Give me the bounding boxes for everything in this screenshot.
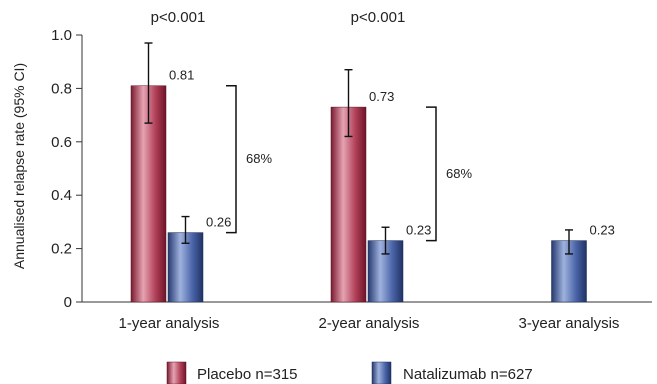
bar-natalizumab <box>167 232 204 303</box>
bar-placebo <box>330 106 367 303</box>
legend-label-natalizumab: Natalizumab n=627 <box>403 366 533 383</box>
y-axis-label: Annualised relapse rate (95% CI) <box>11 63 27 269</box>
y-tick-label: 0.4 <box>51 187 72 204</box>
data-label-natalizumab: 0.23 <box>590 223 615 238</box>
y-tick-label: 0 <box>64 294 72 311</box>
reduction-label: 68% <box>246 151 272 166</box>
legend-label-placebo: Placebo n=315 <box>197 366 298 383</box>
data-label-natalizumab: 0.26 <box>206 215 231 230</box>
reduction-bracket <box>426 106 437 242</box>
data-label-natalizumab: 0.23 <box>406 223 431 238</box>
data-label-placebo: 0.81 <box>169 68 194 83</box>
p-value-label: p<0.001 <box>151 9 206 26</box>
y-ticks: 0 0.2 0.4 0.6 0.8 1.0 <box>51 27 82 311</box>
x-category-label: 1-year analysis <box>119 315 220 332</box>
legend: Placebo n=315 Natalizumab n=627 <box>166 361 533 384</box>
y-tick-label: 0.2 <box>51 241 72 258</box>
p-value-label: p<0.001 <box>351 9 406 26</box>
bars-layer: 0.81 0.26 0.73 0.23 0.23 <box>130 42 615 303</box>
y-tick-label: 0.6 <box>51 134 72 151</box>
legend-swatch-natalizumab <box>371 361 392 384</box>
x-category-labels: 1-year analysis 2-year analysis 3-year ana… <box>119 315 620 332</box>
x-category-label: 3-year analysis <box>519 315 620 332</box>
legend-swatch-placebo <box>166 361 187 384</box>
x-category-label: 2-year analysis <box>319 315 420 332</box>
y-tick-label: 0.8 <box>51 80 72 97</box>
y-tick-label: 1.0 <box>51 27 72 44</box>
reduction-bracket <box>226 84 237 234</box>
data-label-placebo: 0.73 <box>369 89 394 104</box>
reduction-label: 68% <box>446 166 472 181</box>
annotations-layer: p<0.001 68% p<0.001 68% <box>151 9 472 242</box>
